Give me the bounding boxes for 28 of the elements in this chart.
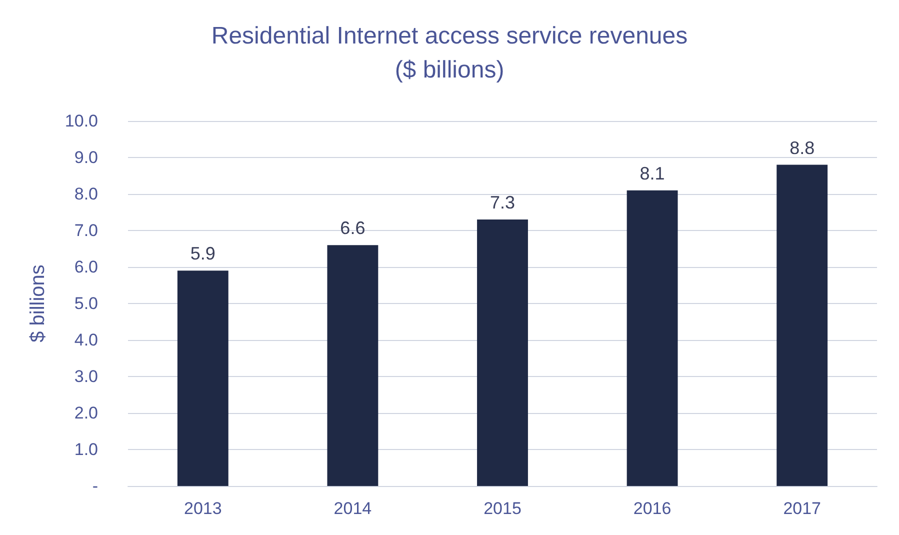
data-label: 8.8 <box>790 138 815 158</box>
data-label: 6.6 <box>340 218 366 238</box>
y-tick-label: 1.0 <box>74 440 98 459</box>
y-tick-label: - <box>92 476 98 496</box>
y-tick-label: 5.0 <box>74 294 98 313</box>
bar <box>327 245 378 486</box>
bar <box>177 270 228 486</box>
x-tick-label: 2015 <box>484 499 522 518</box>
y-tick-label: 7.0 <box>74 221 98 240</box>
data-label: 7.3 <box>490 192 516 213</box>
y-tick-label: 10.0 <box>64 112 98 130</box>
bar <box>626 190 678 486</box>
y-tick-label: 9.0 <box>74 148 98 167</box>
x-tick-label: 2016 <box>633 499 672 518</box>
x-tick-label: 2013 <box>184 499 222 518</box>
y-tick-label: 3.0 <box>74 367 98 386</box>
data-label: 8.1 <box>640 163 665 184</box>
chart-title: Residential Internet access service revenues ($ billions) <box>211 22 688 84</box>
y-tick-label: 6.0 <box>74 258 98 276</box>
y-tick-label: 4.0 <box>74 330 98 350</box>
x-tick-label: 2017 <box>783 499 822 518</box>
bar <box>776 164 828 486</box>
y-tick-label: 2.0 <box>74 404 98 422</box>
data-label: 5.9 <box>190 244 216 264</box>
x-tick-label: 2014 <box>334 499 372 518</box>
y-tick-label: 8.0 <box>74 184 98 204</box>
bar <box>477 220 528 486</box>
y-axis-title: $ billions <box>27 264 49 342</box>
